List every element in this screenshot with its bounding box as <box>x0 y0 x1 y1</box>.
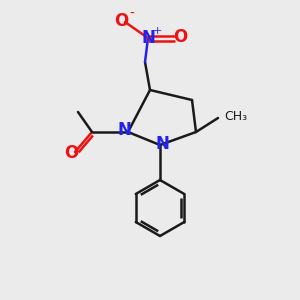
Text: O: O <box>114 12 128 30</box>
Text: N: N <box>117 121 131 139</box>
Text: N: N <box>155 135 169 153</box>
Text: CH₃: CH₃ <box>224 110 247 124</box>
Text: -: - <box>130 7 134 21</box>
Text: +: + <box>152 26 162 36</box>
Text: O: O <box>173 28 187 46</box>
Text: O: O <box>64 144 78 162</box>
Text: N: N <box>141 29 155 47</box>
